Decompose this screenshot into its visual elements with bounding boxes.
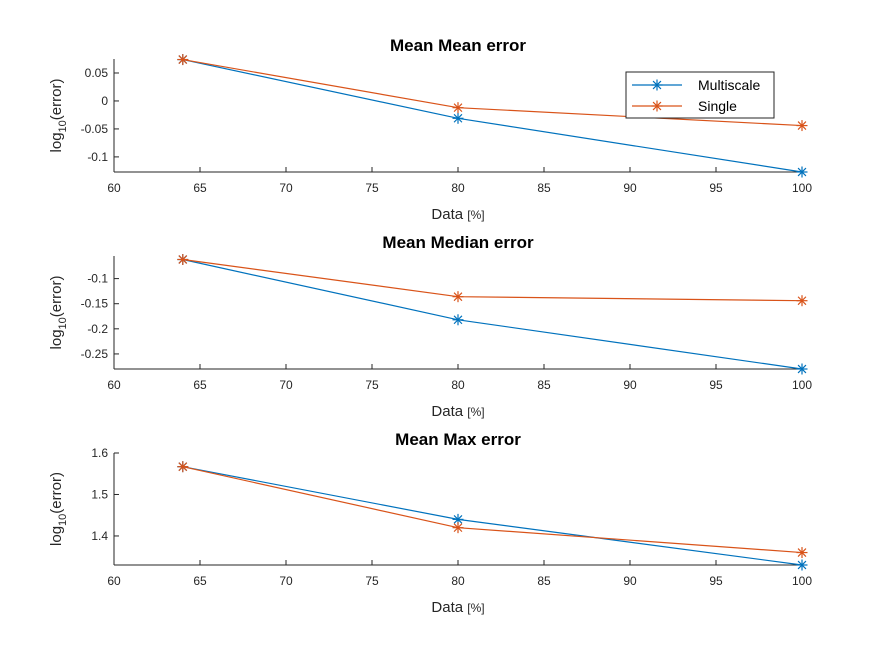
- x-tick-label: 100: [792, 378, 812, 392]
- data-point-multiscale: [796, 363, 808, 375]
- chart-title: Mean Median error: [382, 233, 534, 252]
- legend-item-single: Single: [632, 98, 737, 114]
- chart-title: Mean Max error: [395, 430, 521, 449]
- x-tick-label: 75: [365, 574, 379, 588]
- x-tick-label: 90: [623, 378, 637, 392]
- y-tick-label: -0.05: [81, 122, 109, 136]
- subplot-3: 60 65 70 75 80 85 90 95 100 1.4 1.5 1.6 Mean Max err…: [48, 430, 812, 616]
- legend-label: Multiscale: [698, 77, 760, 93]
- x-tick-label: 65: [193, 574, 207, 588]
- y-tick-label: 1.4: [91, 529, 108, 543]
- y-axis-label: log10(error): [48, 276, 69, 350]
- x-tick-label: 85: [537, 181, 551, 195]
- y-axis-label: log10(error): [48, 472, 69, 546]
- x-tick-label: 60: [107, 181, 121, 195]
- x-tick-label: 85: [537, 574, 551, 588]
- data-point-multiscale: [452, 112, 464, 124]
- x-tick-label: 80: [451, 181, 465, 195]
- data-point-single: [796, 120, 808, 132]
- x-axis-label: Data [%]: [431, 403, 484, 420]
- y-tick-label: -0.15: [81, 297, 109, 311]
- x-tick-label: 75: [365, 181, 379, 195]
- x-tick-label: 65: [193, 378, 207, 392]
- x-axis-label: Data [%]: [431, 599, 484, 616]
- series-line-single: [182, 466, 803, 554]
- chart-title: Mean Mean error: [390, 36, 526, 55]
- data-point-single: [796, 295, 808, 307]
- x-tick-label: 95: [709, 378, 723, 392]
- x-tick-label: 85: [537, 378, 551, 392]
- x-tick-label: 90: [623, 574, 637, 588]
- y-tick-label: 0.05: [85, 66, 109, 80]
- y-tick-label: -0.25: [81, 347, 109, 361]
- data-point-multiscale: [452, 314, 464, 326]
- data-point-single: [452, 102, 464, 114]
- y-tick-label: -0.1: [87, 150, 108, 164]
- x-tick-label: 95: [709, 574, 723, 588]
- data-point-single: [796, 547, 808, 559]
- x-tick-label: 70: [279, 574, 293, 588]
- series-line-multiscale: [182, 258, 803, 370]
- data-point-single: [452, 522, 464, 534]
- x-tick-label: 70: [279, 181, 293, 195]
- legend-box: [625, 71, 775, 119]
- x-tick-label: 80: [451, 378, 465, 392]
- data-point-single: [177, 54, 189, 66]
- y-tick-label: 1.5: [91, 487, 108, 501]
- data-point-single: [177, 461, 189, 473]
- legend-item-multiscale: Multiscale: [632, 77, 760, 93]
- data-point-single: [452, 291, 464, 303]
- data-point-multiscale: [796, 559, 808, 571]
- x-tick-label: 95: [709, 181, 723, 195]
- y-tick-label: 1.6: [91, 446, 108, 460]
- x-tick-label: 75: [365, 378, 379, 392]
- subplot-2: 60 65 70 75 80 85 90 95 100 -0.25 -0.2 -0.15 -0.1 Mea…: [48, 233, 812, 420]
- x-tick-label: 90: [623, 181, 637, 195]
- y-tick-label: -0.2: [87, 322, 108, 336]
- data-point-single: [177, 254, 189, 266]
- legend-marker: [651, 79, 663, 91]
- x-axis-label: Data [%]: [431, 206, 484, 223]
- x-tick-label: 70: [279, 378, 293, 392]
- x-tick-label: 60: [107, 574, 121, 588]
- series-line-multiscale: [182, 466, 803, 566]
- legend-marker: [651, 100, 663, 112]
- data-point-multiscale: [796, 166, 808, 178]
- y-tick-label: -0.1: [87, 272, 108, 286]
- x-tick-label: 80: [451, 574, 465, 588]
- x-tick-label: 60: [107, 378, 121, 392]
- x-tick-label: 100: [792, 574, 812, 588]
- y-axis-label: log10(error): [48, 79, 69, 153]
- legend: Multiscale Single: [625, 71, 775, 119]
- y-tick-label: 0: [101, 94, 108, 108]
- x-tick-label: 100: [792, 181, 812, 195]
- x-tick-label: 65: [193, 181, 207, 195]
- legend-label: Single: [698, 98, 737, 114]
- subplot-1: 60 65 70 75 80 85 90 95 100 -0.1 -0.05 0 0.05 Mean Me…: [48, 36, 812, 223]
